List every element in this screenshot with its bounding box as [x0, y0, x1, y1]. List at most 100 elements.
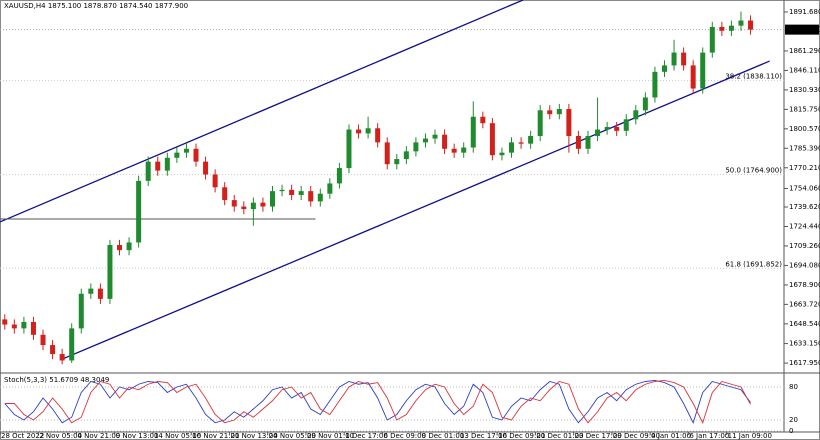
current-price-label: 1877.900 — [788, 26, 820, 34]
y-tick-label: 1830.930 — [789, 86, 820, 94]
candle-body — [719, 26, 725, 31]
candle-body — [480, 116, 486, 124]
trendline — [0, 0, 524, 223]
y-tick-label: 1633.150 — [789, 340, 820, 348]
candle-body — [700, 52, 706, 89]
candle-body — [652, 71, 658, 98]
candle-body — [97, 288, 103, 299]
x-tick-label: 21 Dec 01:00 — [536, 432, 583, 440]
x-tick-label: 9 Nov 13:00 — [116, 432, 159, 440]
candle-body — [327, 183, 333, 194]
candle-body — [308, 191, 314, 202]
candle-body — [384, 142, 390, 165]
x-tick-label: 28 Oct 2022 — [1, 432, 44, 440]
x-tick-label: 11 Jan 09:00 — [728, 432, 772, 440]
candle-body — [470, 116, 476, 148]
candle-body — [88, 288, 94, 294]
y-tick-label: 1815.750 — [789, 105, 820, 113]
x-tick-label: 29 Dec 09:00 — [613, 432, 660, 440]
candle-body — [279, 189, 285, 192]
candle-body — [289, 189, 295, 195]
candle-body — [528, 135, 534, 144]
y-tick-label: 1861.290 — [789, 47, 820, 55]
y-tick-label: 1754.060 — [789, 184, 820, 192]
y-tick-label: 1663.720 — [789, 300, 820, 308]
x-tick-label: 4 Nov 21:00 — [77, 432, 120, 440]
candle-body — [633, 110, 639, 120]
y-tick-label: 1770.210 — [789, 164, 820, 172]
candle-body — [422, 138, 428, 143]
x-tick-label: 1 Dec 17:00 — [345, 432, 388, 440]
y-tick-label: 1891.680 — [789, 8, 820, 16]
candle-body — [509, 142, 515, 153]
x-tick-label: 2 Nov 05:00 — [39, 432, 82, 440]
candle-body — [365, 128, 371, 134]
candle-body — [155, 161, 161, 171]
candle-body — [623, 119, 629, 131]
candle-body — [346, 129, 352, 169]
candle-body — [671, 52, 677, 66]
candle-body — [222, 187, 228, 201]
candle-body — [413, 142, 419, 152]
fib-level-label: 38.2 (1838.110) — [725, 73, 782, 81]
candle-body — [461, 147, 467, 153]
y-tick-label: 1648.540 — [789, 320, 820, 328]
candle-body — [203, 161, 209, 175]
y-tick-label: 1846.110 — [789, 66, 820, 74]
x-tick-label: 24 Nov 05:00 — [269, 432, 316, 440]
y-tick-label: 1800.570 — [789, 125, 820, 133]
candle-body — [585, 135, 591, 149]
stoch-line — [4, 379, 751, 424]
candle-body — [499, 152, 505, 156]
candle-body — [298, 191, 304, 195]
trendline — [59, 60, 770, 361]
candle-body — [269, 191, 275, 207]
x-tick-label: 23 Dec 17:00 — [575, 432, 622, 440]
candle-body — [50, 345, 56, 355]
fib-level-label: 61.8 (1691.852) — [725, 260, 782, 268]
y-tick-label: 0 — [789, 427, 793, 435]
candle-body — [30, 321, 36, 335]
y-tick-label: 1724.440 — [789, 222, 820, 230]
x-tick-label: 16 Dec 09:00 — [498, 432, 545, 440]
fib-level-label: 50.0 (1764.900) — [725, 167, 782, 175]
candle-body — [59, 354, 65, 361]
candle-body — [547, 110, 553, 115]
candle-body — [2, 319, 8, 325]
x-tick-label: 21 Nov 13:00 — [230, 432, 277, 440]
y-tick-label: 1785.390 — [789, 144, 820, 152]
candle-body — [681, 52, 687, 66]
candle-body — [21, 321, 27, 329]
candle-body — [595, 129, 601, 136]
candle-body — [661, 65, 667, 72]
candle-body — [136, 180, 142, 243]
candle-body — [537, 110, 543, 136]
candle-body — [174, 152, 180, 158]
candle-body — [375, 128, 381, 143]
candle-body — [40, 334, 46, 346]
x-tick-label: 9 Dec 01:00 — [422, 432, 465, 440]
candle-body — [212, 174, 218, 188]
y-tick-label: 1678.900 — [789, 281, 820, 289]
candle-body — [356, 129, 362, 134]
candle-body — [738, 20, 744, 26]
candle-body — [575, 135, 581, 149]
candle-body — [642, 97, 648, 111]
candle-body — [193, 148, 199, 162]
x-tick-label: 13 Dec 17:00 — [460, 432, 507, 440]
current-price-box — [785, 24, 819, 35]
y-tick-label: 20 — [789, 416, 798, 424]
y-tick-label: 1694.080 — [789, 261, 820, 269]
candle-body — [614, 126, 620, 131]
candle-body — [231, 200, 237, 207]
candle-body — [566, 109, 572, 136]
x-tick-label: 14 Nov 05:00 — [154, 432, 201, 440]
candle-body — [241, 206, 247, 210]
y-tick-label: 1617.950 — [789, 359, 820, 367]
candle-body — [117, 245, 123, 251]
candle-body — [78, 293, 84, 329]
candle-body — [69, 328, 75, 361]
y-tick-label: 80 — [789, 383, 798, 391]
candle-body — [317, 193, 323, 202]
